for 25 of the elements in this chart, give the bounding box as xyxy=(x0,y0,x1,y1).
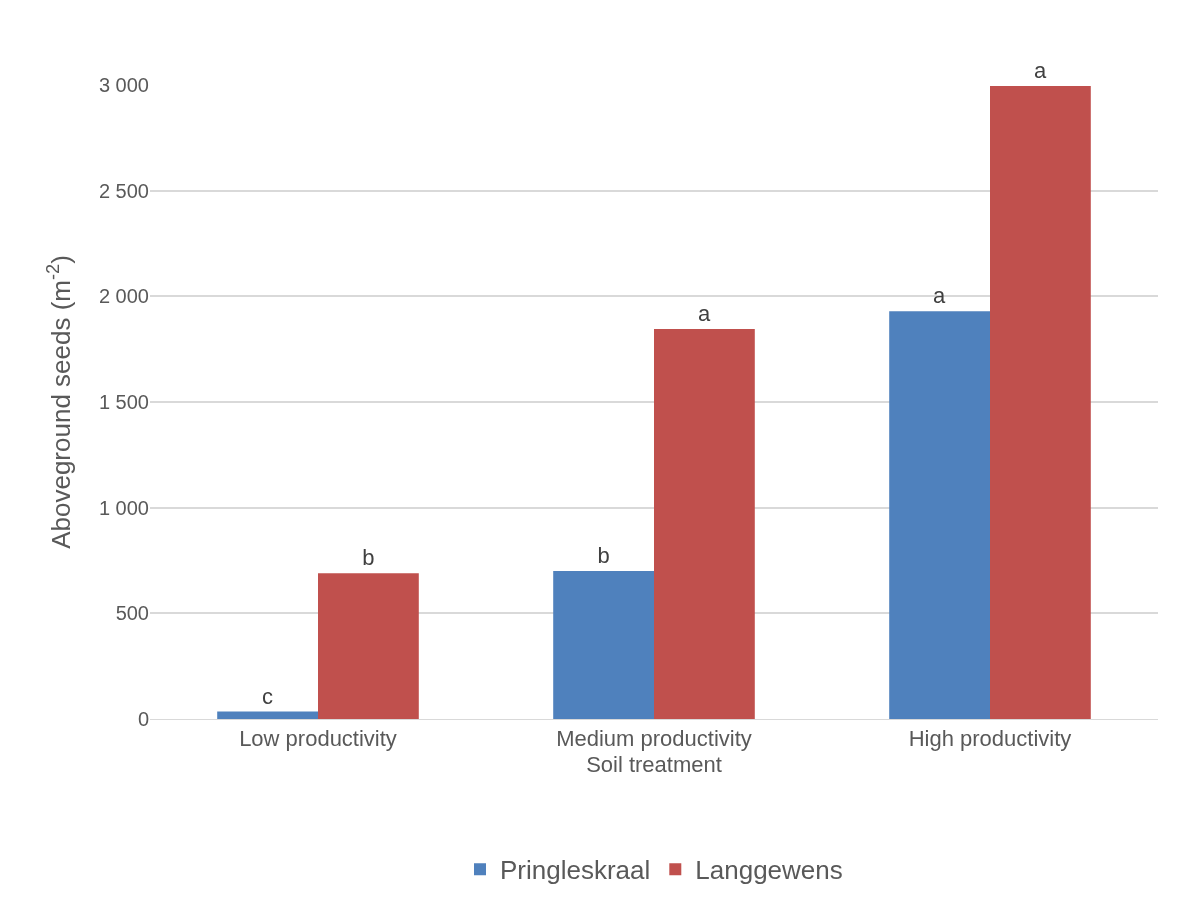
bar xyxy=(990,86,1091,719)
y-tick-label: 1 500 xyxy=(98,391,149,413)
y-tick-label: 500 xyxy=(115,602,149,625)
data-label: b xyxy=(362,545,375,571)
x-tick-label: Low productivity xyxy=(239,726,397,752)
x-axis-title: Soil treatment xyxy=(586,752,722,778)
legend-label: Pringleskraal xyxy=(500,855,651,886)
y-tick-label: 2 000 xyxy=(98,285,149,308)
bar xyxy=(553,571,654,719)
x-tick-label: High productivity xyxy=(908,726,1072,752)
legend-label: Langgewens xyxy=(695,855,843,886)
bar xyxy=(318,573,419,719)
bar xyxy=(217,711,318,719)
data-label: a xyxy=(933,283,947,309)
x-tick-label: Medium productivity xyxy=(556,726,752,752)
y-tick-label: 3 000 xyxy=(98,74,149,96)
y-tick-label: 1 000 xyxy=(98,496,149,519)
bar xyxy=(654,329,755,719)
y-tick-label: 2 500 xyxy=(98,179,149,202)
data-label: c xyxy=(262,683,274,709)
y-tick-label: 0 xyxy=(137,708,149,730)
bar xyxy=(889,311,990,719)
data-label: a xyxy=(697,301,711,327)
data-label: b xyxy=(597,543,610,569)
data-label: a xyxy=(1033,58,1047,84)
